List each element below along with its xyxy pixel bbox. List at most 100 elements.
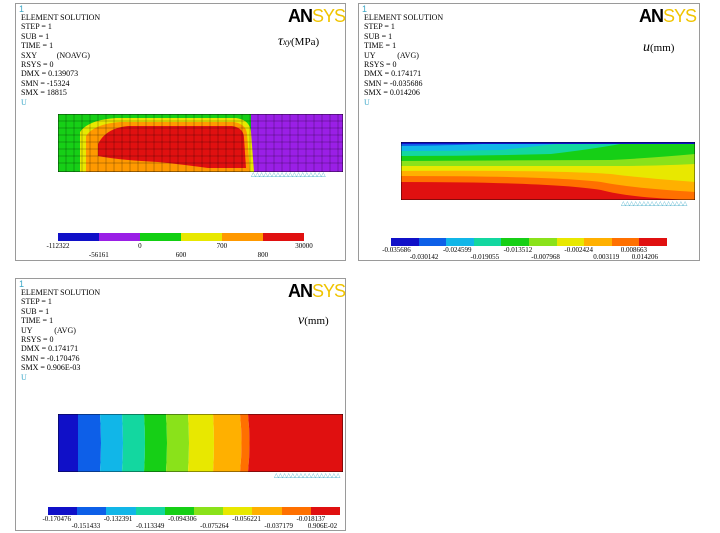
window-number: 1 [19,279,25,289]
info-line: DMX = 0.139073 [21,69,79,79]
info-line: DMX = 0.174171 [364,69,422,79]
legend-label: -0.018137 [296,515,326,523]
info-block: ELEMENT SOLUTION STEP = 1 SUB = 1 TIME =… [21,288,100,382]
legend-swatch [222,233,263,241]
legend-label: 0.008663 [620,246,647,254]
window-number: 1 [362,4,368,14]
info-block: ELEMENT SOLUTION STEP = 1 SUB = 1 TIME =… [364,13,443,107]
info-line: SXY (NOAVG) [21,50,90,60]
legend-swatch [281,507,311,515]
info-line: SUB = 1 [364,31,393,41]
legend-swatch [223,507,253,515]
legend-label: -0.094306 [168,515,197,523]
info-line: RSYS = 0 [21,335,54,345]
info-line: U [364,97,370,107]
info-line: DMX = 0.174171 [21,344,79,354]
legend-label: -0.151433 [71,522,101,530]
ansys-logo: ANSYS [288,281,346,301]
legend-label: 30000 [295,242,313,250]
quantity-label: u(mm) [643,40,675,55]
legend-label: -0.037179 [264,522,293,530]
legend-label: -0.056221 [232,515,261,523]
legend-label: 0 [138,242,142,250]
legend-label: -0.113349 [136,522,165,530]
panel-shear-stress: 1 ELEMENT SOLUTION STEP = 1 SUB = 1 TIME… [15,3,346,261]
info-line: TIME = 1 [21,316,54,326]
info-line: SMX = 0.906E-03 [21,363,81,373]
legend-label: 0.014206 [631,253,659,261]
legend-swatch [391,238,419,246]
legend-label: -0.170476 [42,515,72,523]
info-line: STEP = 1 [21,22,52,32]
info-line: SMN = -0.170476 [21,353,80,363]
legend-swatch [106,507,136,515]
info-line: UY (AVG) [364,50,419,60]
info-line: ELEMENT SOLUTION [364,13,444,22]
legend-labels: -0.170476 -0.132391 -0.094306 -0.056221 … [42,515,340,531]
ansys-logo: ANSYS [639,6,697,26]
legend-swatch [446,238,474,246]
legend-label: -0.007968 [531,253,560,261]
legend-label: 700 [216,242,228,250]
legend-labels: -112322 0 700 30000 -56161 600 800 [46,242,312,262]
legend-label: -0.013512 [503,246,533,254]
legend-label: -0.024599 [442,246,472,254]
legend-swatch [528,238,557,246]
legend-label: -0.002424 [564,246,593,254]
color-legend [391,238,667,246]
info-line: TIME = 1 [21,41,54,51]
legend-swatch [140,233,181,241]
info-line: STEP = 1 [21,297,52,307]
legend-label: -0.132391 [103,515,133,523]
legend-swatch [556,238,585,246]
legend-swatch [99,233,140,241]
legend-label: -0.075264 [200,522,229,530]
color-legend [58,233,304,241]
legend-labels: -0.035686 -0.024599 -0.013512 -0.002424 … [382,246,667,262]
contour-plot [58,414,343,472]
legend-swatch [584,238,612,246]
legend-label: 0.003119 [593,253,620,261]
legend-swatch [252,507,282,515]
legend-swatch [181,233,222,241]
info-line: U [21,372,27,382]
quantity-label: τxy(MPa) [278,34,320,49]
legend-swatch [194,507,224,515]
info-block: ELEMENT SOLUTION STEP = 1 SUB = 1 TIME =… [21,13,100,107]
legend-label: -0.019055 [470,253,500,261]
info-line: UY (AVG) [21,325,76,335]
legend-swatch [263,233,304,241]
info-line: SMN = -0.035686 [364,78,423,88]
boundary-supports: △△△△△△△△△△△△△△△△ [274,473,340,479]
legend-swatch [48,507,78,515]
panel-v-displacement: 1 ELEMENT SOLUTION STEP = 1 SUB = 1 TIME… [15,278,346,531]
info-line: SMN = -15324 [21,78,70,88]
quantity-label: v(mm) [298,313,329,328]
legend-swatch [135,507,165,515]
legend-label: -0.035686 [382,246,411,254]
legend-swatch [639,238,667,246]
legend-swatch [77,507,107,515]
info-line: RSYS = 0 [21,60,54,70]
info-line: SUB = 1 [21,306,50,316]
legend-swatch [501,238,529,246]
panel-u-displacement: 1 ELEMENT SOLUTION STEP = 1 SUB = 1 TIME… [358,3,700,261]
legend-swatch [473,238,502,246]
boundary-supports: △△△△△△△△△△△△△△△△ [621,201,687,207]
info-line: RSYS = 0 [364,60,397,70]
info-line: ELEMENT SOLUTION [21,288,101,297]
legend-swatch [418,238,447,246]
info-line: TIME = 1 [364,41,397,51]
legend-label: 800 [257,251,269,259]
info-line: SMX = 0.014206 [364,88,420,98]
legend-label: -112322 [46,242,70,250]
boundary-supports: △△△△△△△△△△△△△△△△△△ [251,172,326,178]
legend-label: 0.906E-02 [307,522,338,530]
legend-label: -0.030142 [409,253,439,261]
info-line: SUB = 1 [21,31,50,41]
info-line: ELEMENT SOLUTION [21,13,101,22]
info-line: U [21,97,27,107]
contour-plot [58,114,343,172]
info-line: STEP = 1 [364,22,395,32]
legend-swatch [58,233,99,241]
